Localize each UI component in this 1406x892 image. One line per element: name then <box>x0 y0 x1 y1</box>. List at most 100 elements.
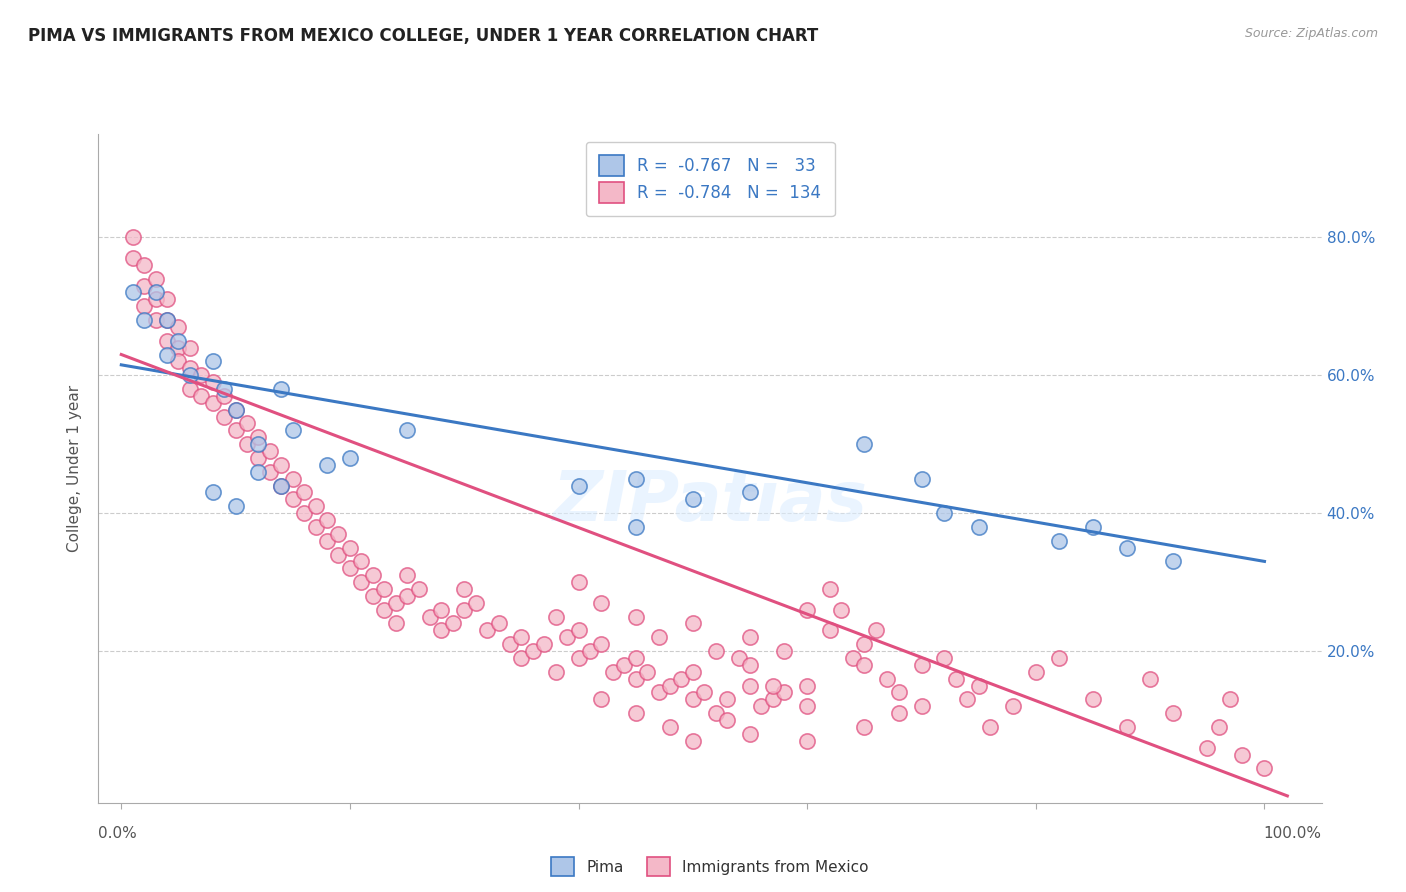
Point <box>316 513 339 527</box>
Point <box>236 417 259 431</box>
Point <box>475 624 498 638</box>
Point <box>727 651 749 665</box>
Point <box>510 651 533 665</box>
Point <box>453 603 475 617</box>
Point <box>602 665 624 679</box>
Point <box>591 637 613 651</box>
Point <box>236 437 259 451</box>
Point <box>910 657 932 672</box>
Point <box>499 637 522 651</box>
Point <box>762 679 785 693</box>
Point <box>225 402 247 417</box>
Point <box>910 472 932 486</box>
Point <box>773 644 796 658</box>
Point <box>567 575 589 590</box>
Point <box>887 685 910 699</box>
Point <box>121 230 143 244</box>
Point <box>567 624 589 638</box>
Point <box>134 258 156 272</box>
Point <box>716 713 738 727</box>
Point <box>818 582 841 596</box>
Point <box>212 409 235 424</box>
Point <box>212 389 235 403</box>
Point <box>201 375 224 389</box>
Point <box>316 458 339 472</box>
Point <box>328 526 350 541</box>
Point <box>134 299 156 313</box>
Point <box>510 630 533 644</box>
Point <box>671 672 693 686</box>
Point <box>430 624 453 638</box>
Point <box>796 699 818 714</box>
Point <box>1208 720 1230 734</box>
Point <box>396 423 419 437</box>
Point <box>441 616 464 631</box>
Point <box>762 692 785 706</box>
Point <box>270 382 292 396</box>
Point <box>796 679 818 693</box>
Point <box>225 423 247 437</box>
Point <box>624 609 647 624</box>
Point <box>1161 706 1184 720</box>
Point <box>373 603 395 617</box>
Point <box>956 692 979 706</box>
Point <box>567 651 589 665</box>
Point <box>796 733 818 747</box>
Point <box>201 396 224 410</box>
Point <box>1139 672 1161 686</box>
Text: ZIPatıas: ZIPatıas <box>553 468 868 535</box>
Point <box>636 665 658 679</box>
Point <box>853 657 876 672</box>
Point <box>1197 740 1219 755</box>
Point <box>1081 520 1104 534</box>
Point <box>350 575 373 590</box>
Point <box>488 616 510 631</box>
Point <box>384 616 406 631</box>
Point <box>865 624 887 638</box>
Legend: Pima, Immigrants from Mexico: Pima, Immigrants from Mexico <box>546 851 875 882</box>
Point <box>134 313 156 327</box>
Point <box>145 313 167 327</box>
Point <box>738 679 761 693</box>
Text: Source: ZipAtlas.com: Source: ZipAtlas.com <box>1244 27 1378 40</box>
Point <box>212 382 235 396</box>
Point <box>704 706 727 720</box>
Point <box>544 665 567 679</box>
Point <box>134 278 156 293</box>
Point <box>247 437 270 451</box>
Point <box>682 492 704 507</box>
Point <box>1161 554 1184 568</box>
Point <box>190 389 212 403</box>
Point <box>682 692 704 706</box>
Point <box>1253 761 1275 775</box>
Point <box>738 727 761 741</box>
Point <box>738 630 761 644</box>
Point <box>190 368 212 383</box>
Point <box>624 651 647 665</box>
Text: 0.0%: 0.0% <box>98 827 138 841</box>
Point <box>464 596 486 610</box>
Point <box>979 720 1001 734</box>
Point <box>430 603 453 617</box>
Point <box>259 465 281 479</box>
Point <box>853 720 876 734</box>
Point <box>967 679 990 693</box>
Point <box>384 596 406 610</box>
Point <box>179 382 201 396</box>
Point <box>853 637 876 651</box>
Point <box>201 485 224 500</box>
Point <box>339 541 361 555</box>
Point <box>281 423 304 437</box>
Point <box>842 651 865 665</box>
Point <box>853 437 876 451</box>
Point <box>1047 651 1070 665</box>
Point <box>659 679 682 693</box>
Point <box>156 334 179 348</box>
Point <box>818 624 841 638</box>
Point <box>339 450 361 465</box>
Text: PIMA VS IMMIGRANTS FROM MEXICO COLLEGE, UNDER 1 YEAR CORRELATION CHART: PIMA VS IMMIGRANTS FROM MEXICO COLLEGE, … <box>28 27 818 45</box>
Point <box>624 472 647 486</box>
Point <box>419 609 441 624</box>
Point <box>270 478 292 492</box>
Point <box>751 699 773 714</box>
